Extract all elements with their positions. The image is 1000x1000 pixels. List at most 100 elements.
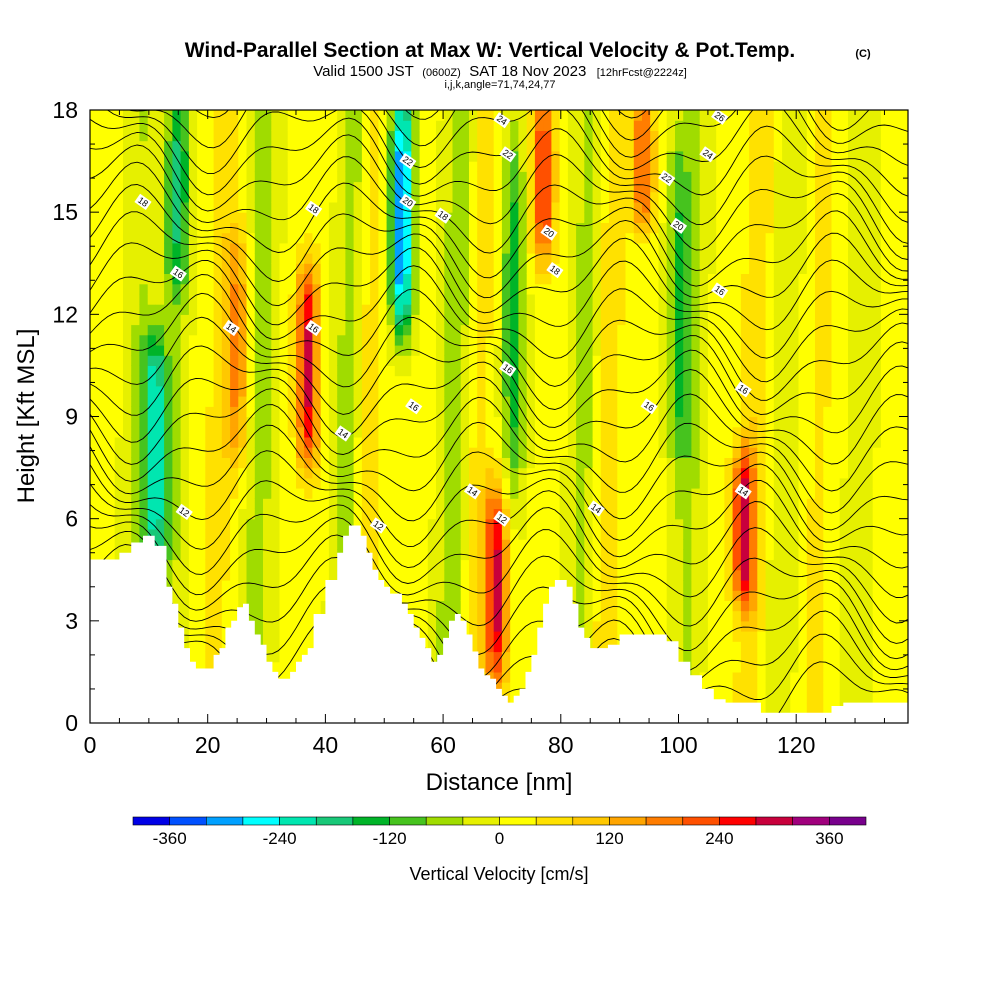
velocity-cell [543,518,552,530]
velocity-cell [403,375,412,387]
velocity-cell [386,518,396,530]
velocity-cell [230,600,239,612]
velocity-cell [378,191,388,203]
velocity-cell [460,365,470,377]
velocity-cell [501,477,511,489]
velocity-cell [584,110,594,121]
velocity-cell [345,171,355,183]
velocity-cell [287,385,297,397]
velocity-cell [320,488,330,499]
velocity-cell [287,130,297,142]
velocity-cell [246,549,256,561]
velocity-cell [271,498,281,509]
velocity-cell [90,518,99,530]
velocity-cell [403,314,412,326]
velocity-cell [271,467,281,479]
velocity-cell [559,212,569,223]
velocity-cell [658,447,668,458]
velocity-cell [666,508,676,520]
velocity-cell [287,181,297,193]
velocity-cell [361,518,371,530]
velocity-cell [625,498,635,509]
velocity-cell [370,171,379,183]
velocity-cell [749,651,758,663]
velocity-cell [716,120,725,131]
velocity-cell [625,304,635,315]
velocity-cell [609,467,618,479]
velocity-cell [732,253,742,264]
velocity-cell [592,590,602,601]
velocity-cell [263,467,272,479]
velocity-cell [188,293,198,305]
velocity-cell [765,600,775,612]
velocity-cell [592,253,602,264]
velocity-cell [469,150,478,162]
velocity-cell [716,549,725,561]
velocity-cell [205,324,215,336]
velocity-cell [625,171,635,183]
velocity-cell [139,232,149,244]
velocity-cell [123,140,132,152]
velocity-cell [609,498,618,509]
velocity-cell [600,365,610,377]
velocity-cell [683,293,692,305]
velocity-cell [460,150,470,162]
velocity-cell [188,498,198,509]
velocity-cell [123,273,132,285]
velocity-cell [452,436,462,448]
velocity-cell [617,314,627,326]
velocity-cell [633,620,643,632]
velocity-cell [444,385,454,397]
velocity-cell [320,263,330,274]
velocity-cell [114,171,124,183]
velocity-cell [221,559,231,571]
velocity-cell [650,171,659,183]
velocity-cell [238,426,248,438]
velocity-cell [411,314,421,326]
velocity-cell [757,171,767,183]
velocity-cell [254,600,264,612]
velocity-cell [90,222,99,234]
velocity-cell [493,539,503,550]
velocity-cell [98,477,107,489]
velocity-cell [773,651,783,663]
velocity-cell [510,436,519,448]
velocity-cell [501,641,511,653]
velocity-cell [263,253,272,264]
velocity-cell [691,375,701,387]
velocity-cell [139,375,149,387]
velocity-cell [370,263,379,274]
velocity-cell [172,426,182,438]
velocity-cell [625,600,635,612]
velocity-cell [559,467,569,479]
velocity-cell [707,457,717,469]
velocity-cell [312,181,322,193]
velocity-cell [452,263,462,274]
velocity-cell [551,120,561,131]
velocity-cell [238,273,248,285]
velocity-cell [271,120,281,131]
velocity-cell [749,232,758,244]
velocity-cell [213,559,223,571]
velocity-cell [90,375,99,387]
velocity-cell [436,161,445,172]
velocity-cell [493,518,503,530]
velocity-cell [370,528,379,540]
velocity-cell [732,355,742,366]
velocity-cell [279,334,289,346]
velocity-cell [279,651,289,663]
velocity-cell [658,477,668,489]
velocity-cell [213,324,223,336]
velocity-cell [584,191,594,203]
velocity-cell [650,181,659,193]
velocity-cell [501,171,511,183]
velocity-cell [271,416,281,428]
velocity-cell [518,559,528,571]
velocity-cell [526,365,536,377]
velocity-cell [559,569,569,581]
velocity-cell [411,334,421,346]
velocity-cell [436,457,445,469]
velocity-cell [312,549,322,561]
velocity-cell [147,273,157,285]
velocity-cell [394,580,404,591]
